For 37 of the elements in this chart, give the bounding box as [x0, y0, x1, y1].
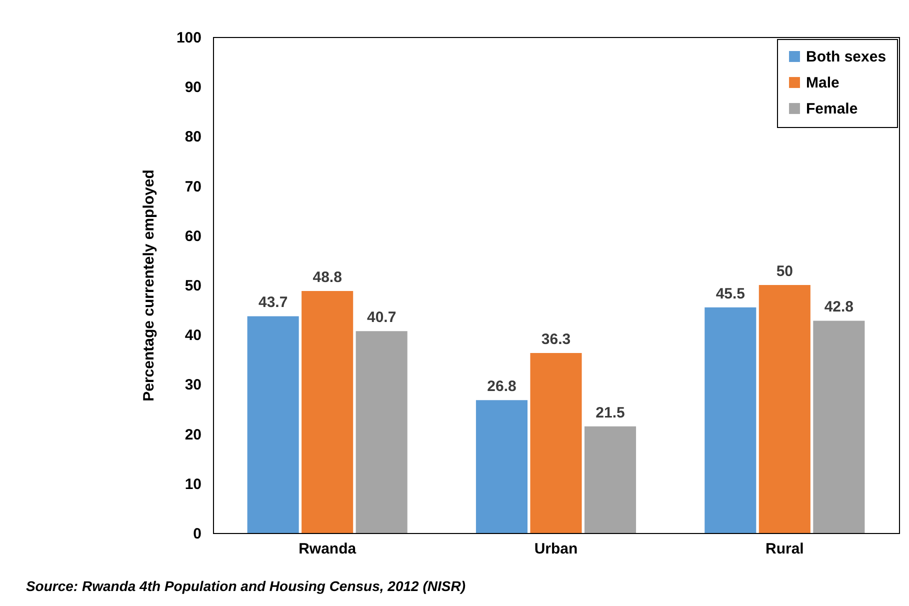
data-label: 36.3 — [541, 330, 571, 348]
y-tick-label: 70 — [184, 178, 202, 196]
data-label: 26.8 — [487, 378, 516, 396]
x-tick-label: Urban — [534, 540, 578, 558]
y-axis-title: Percentage currentely employed — [140, 170, 158, 402]
bar — [704, 307, 756, 533]
y-tick-label: 30 — [184, 376, 202, 394]
y-tick-label: 80 — [184, 128, 202, 146]
x-tick-label: Rural — [765, 540, 804, 558]
data-label: 45.5 — [716, 285, 746, 302]
legend-label: Both sexes — [806, 48, 886, 66]
legend-label: Male — [806, 74, 840, 92]
bar — [356, 331, 408, 533]
bar — [813, 320, 865, 533]
y-tick-label: 50 — [184, 278, 202, 294]
y-tick-label: 10 — [184, 476, 202, 493]
data-label: 48.8 — [312, 268, 342, 286]
source-note: Source: Rwanda 4th Population and Housing Census, 2012 (NISR) — [26, 578, 466, 594]
y-tick-label: 40 — [184, 327, 202, 344]
data-label: 21.5 — [596, 404, 625, 422]
data-label: 42.8 — [824, 298, 854, 316]
bar — [476, 400, 528, 533]
bar — [758, 285, 810, 533]
bar — [530, 352, 582, 533]
y-tick-label: 100 — [176, 30, 202, 46]
y-tick-label: 90 — [184, 79, 202, 96]
data-label: 50 — [776, 263, 794, 280]
x-tick-label: Rwanda — [298, 540, 357, 558]
y-tick-label: 20 — [184, 426, 202, 444]
y-tick-label: 0 — [193, 526, 202, 542]
y-tick-label: 60 — [184, 228, 202, 245]
bar — [302, 290, 354, 533]
legend-label: Female — [806, 100, 858, 118]
bar — [247, 316, 299, 533]
bar — [584, 426, 636, 533]
data-label: 43.7 — [258, 294, 288, 312]
data-label: 40.7 — [366, 309, 396, 326]
